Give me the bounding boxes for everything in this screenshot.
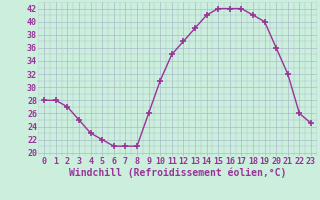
X-axis label: Windchill (Refroidissement éolien,°C): Windchill (Refroidissement éolien,°C)	[69, 168, 286, 178]
